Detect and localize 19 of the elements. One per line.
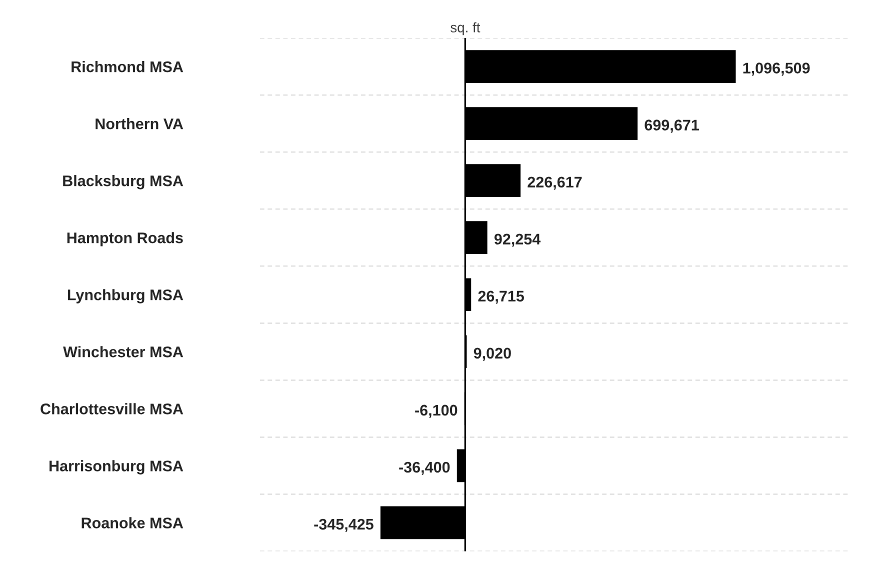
- y-tick-label: Lynchburg MSA: [68, 289, 184, 304]
- data-label: 26,715: [478, 290, 524, 304]
- y-tick-label: Roanoke MSA: [82, 517, 184, 528]
- data-label: 699,671: [644, 120, 699, 133]
- y-tick-label: Richmond MSA: [72, 60, 184, 72]
- data-label: 9,020: [474, 348, 511, 361]
- y-tick-label: Charlottesville MSA: [40, 403, 184, 414]
- y-tick-label: Hampton Roads: [67, 232, 183, 246]
- y-tick-label: Winchester MSA: [63, 346, 184, 358]
- x-axis-title: sq. ft: [450, 22, 480, 36]
- data-label: 92,254: [494, 234, 541, 247]
- y-tick-label: Blacksburg MSA: [63, 175, 184, 190]
- data-label: -6,100: [415, 404, 458, 418]
- data-label: -36,400: [399, 462, 450, 475]
- data-label: -345,425: [314, 518, 374, 532]
- y-tick-label: Northern VA: [96, 118, 184, 130]
- y-tick-label: Harrisonburg MSA: [50, 460, 184, 474]
- data-label: 226,617: [528, 176, 582, 190]
- data-label: 1,096,509: [743, 62, 810, 76]
